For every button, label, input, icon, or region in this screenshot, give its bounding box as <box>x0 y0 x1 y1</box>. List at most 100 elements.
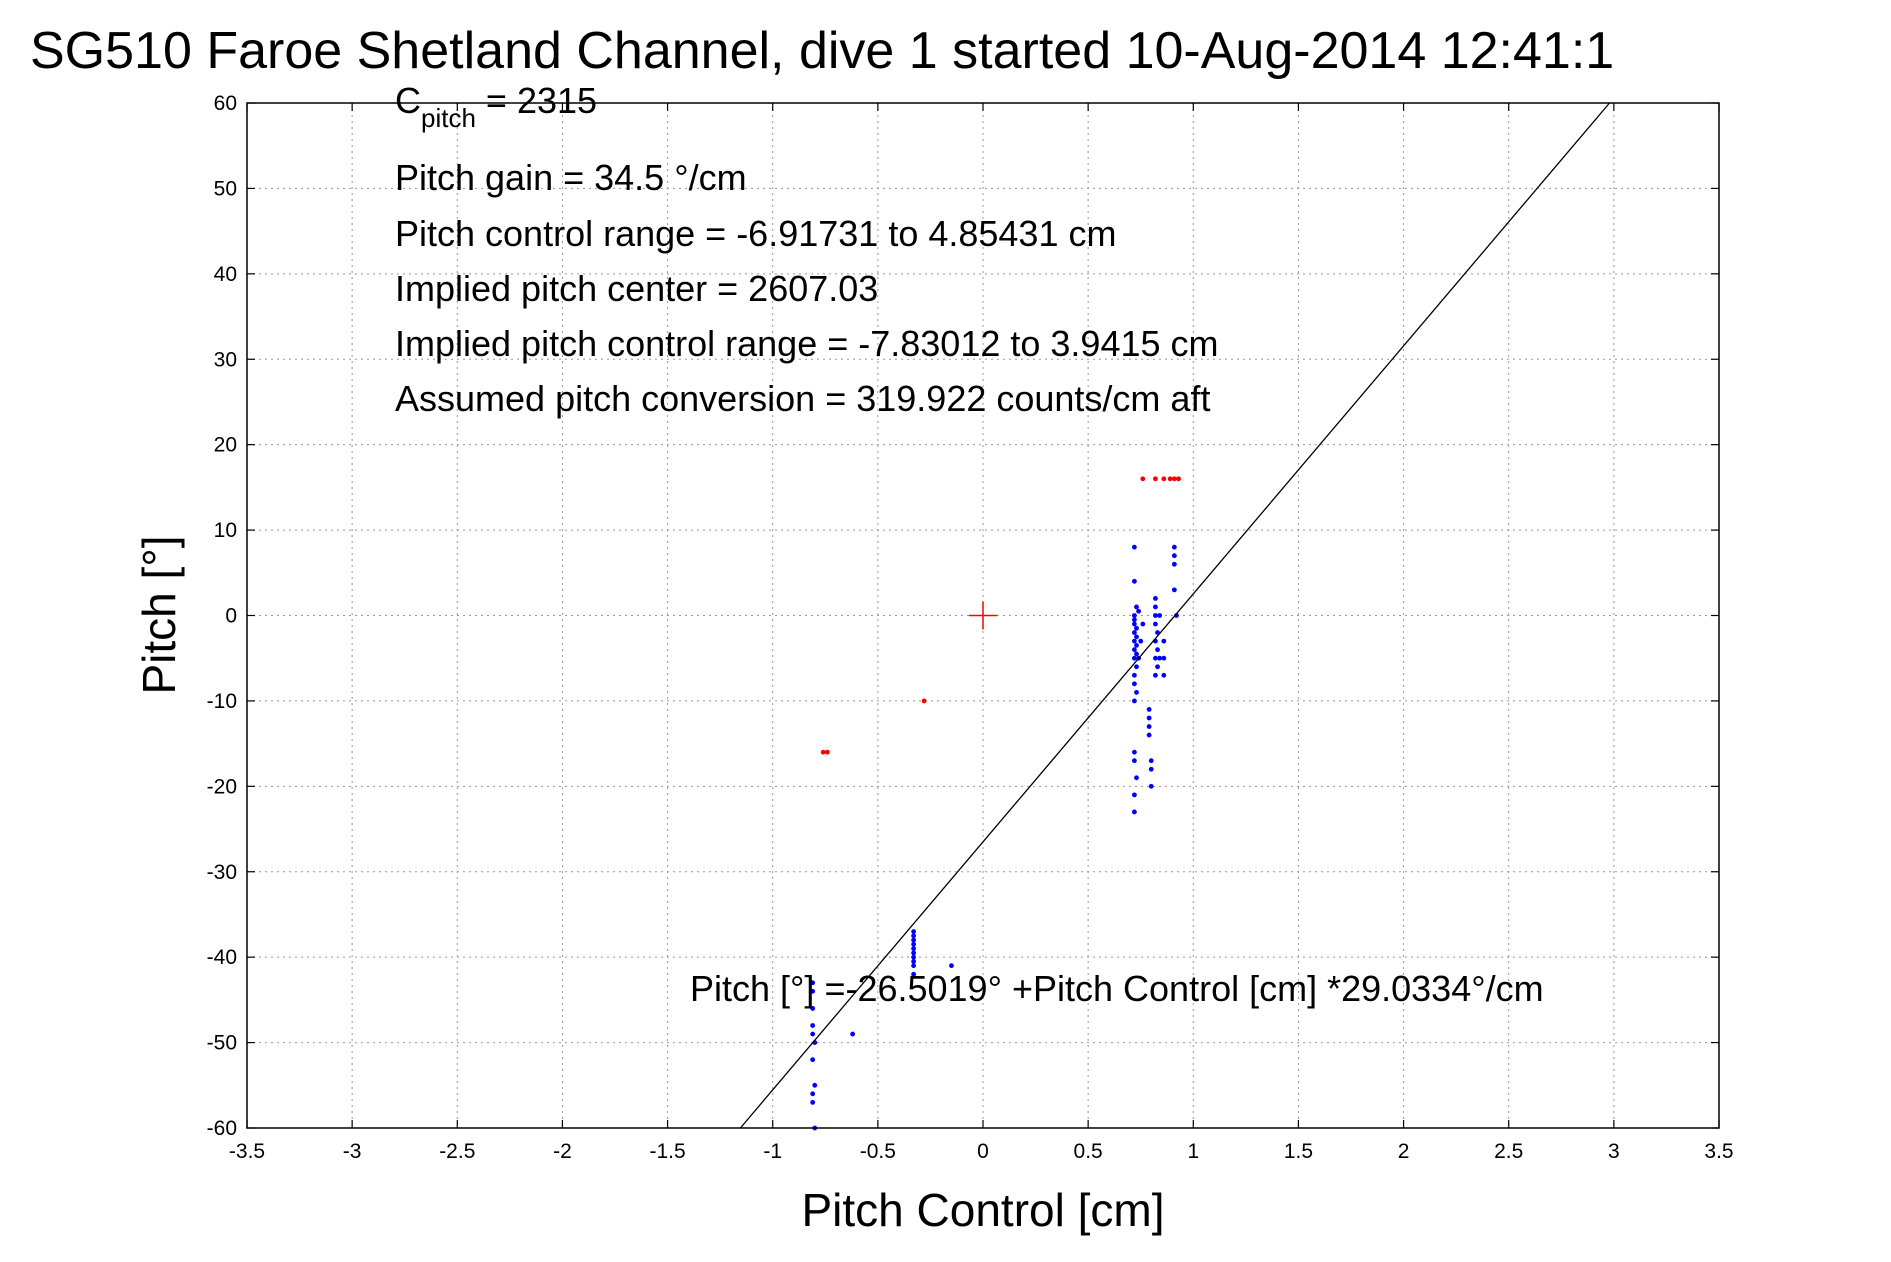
data-point-blue <box>1153 621 1158 627</box>
fit-line-group <box>739 102 1611 1129</box>
data-point-red <box>820 749 826 755</box>
data-point-blue <box>1132 681 1137 687</box>
data-point-blue <box>1148 783 1154 789</box>
c-pitch-annotation: Cpitch = 2315 <box>395 80 597 133</box>
data-point-red <box>1140 476 1146 482</box>
data-point-blue <box>911 946 917 952</box>
data-point-blue <box>1157 655 1163 661</box>
data-point-blue <box>1132 792 1137 798</box>
data-point-blue <box>1161 672 1167 678</box>
data-point-blue <box>810 1057 816 1063</box>
data-point-blue <box>1132 749 1137 755</box>
data-point-blue <box>1134 689 1139 695</box>
pitch-gain-annotation: Pitch gain = 34.5 °/cm <box>395 157 747 198</box>
y-tick-label: -30 <box>207 861 237 884</box>
data-point-blue <box>810 1006 816 1011</box>
data-point-blue <box>1153 604 1158 610</box>
data-point-blue <box>1134 634 1139 640</box>
x-tick-label: 1.5 <box>1284 1140 1313 1163</box>
data-point-blue <box>1153 655 1158 661</box>
data-point-blue <box>1132 638 1137 644</box>
x-tick-label: -1.5 <box>649 1140 685 1163</box>
x-tick-label: 2 <box>1398 1140 1410 1163</box>
data-point-blue <box>1148 766 1154 772</box>
x-tick-label: -3 <box>343 1140 362 1163</box>
y-tick-label: -10 <box>207 690 237 713</box>
data-point-blue <box>1171 553 1177 559</box>
data-point-blue <box>911 954 917 960</box>
data-point-blue <box>850 1031 856 1037</box>
data-point-blue <box>1134 604 1139 610</box>
data-point-blue <box>911 971 917 977</box>
x-axis-ticks: -3.5 -3 -2.5 -2 -1.5 -1 -0.5 0 0.5 1 1.5 2 2.5 3 3.5 <box>229 103 1734 1163</box>
data-point-blue <box>1132 621 1137 627</box>
y-axis-ticks: 60 50 40 30 20 10 0 -10 -20 -30 -40 -50 -60 <box>207 92 1719 1140</box>
x-tick-label: 2.5 <box>1494 1140 1523 1163</box>
data-point-blue <box>1132 655 1137 661</box>
data-point-blue <box>1132 698 1137 704</box>
data-point-blue <box>1171 544 1177 550</box>
data-point-blue <box>1132 613 1137 618</box>
x-tick-label: 3.5 <box>1704 1140 1733 1163</box>
x-tick-label: -0.5 <box>860 1140 896 1163</box>
data-point-blue <box>1146 732 1152 738</box>
data-point-blue <box>911 933 917 939</box>
data-point-red <box>1167 476 1173 482</box>
data-point-blue <box>911 963 917 969</box>
data-point-blue <box>1171 561 1177 567</box>
data-point-blue <box>1148 758 1154 764</box>
data-point-blue <box>1134 625 1139 631</box>
y-tick-label: 30 <box>214 348 237 371</box>
data-point-blue <box>911 950 917 956</box>
data-point-blue <box>949 963 954 969</box>
data-point-blue <box>911 941 917 947</box>
data-point-red <box>1176 476 1181 482</box>
data-point-red <box>1161 476 1167 482</box>
data-point-blue <box>810 1023 816 1028</box>
c-pitch-symbol: C <box>395 80 421 121</box>
x-tick-label: 0.5 <box>1074 1140 1103 1163</box>
center-marker <box>969 601 997 630</box>
y-tick-label: 20 <box>214 434 237 457</box>
data-point-blue <box>810 1031 816 1037</box>
data-point-blue <box>1153 596 1158 601</box>
y-tick-label: 50 <box>214 177 237 200</box>
implied-pitch-range-annotation: Implied pitch control range = -7.83012 t… <box>395 323 1219 364</box>
x-tick-label: 3 <box>1608 1140 1620 1163</box>
data-point-blue <box>810 980 816 986</box>
data-point-blue <box>1132 758 1137 764</box>
pitch-control-range-annotation: Pitch control range = -6.91731 to 4.8543… <box>395 213 1116 254</box>
data-point-blue <box>1134 775 1139 781</box>
x-tick-label: -2.5 <box>439 1140 475 1163</box>
data-point-blue <box>1153 672 1158 678</box>
data-point-blue <box>1132 578 1137 584</box>
chart-title: SG510 Faroe Shetland Channel, dive 1 sta… <box>30 22 1614 80</box>
data-point-blue <box>1132 809 1137 815</box>
x-tick-label: -2 <box>553 1140 572 1163</box>
data-point-blue <box>1146 715 1152 721</box>
data-point-blue <box>1132 647 1137 653</box>
data-point-blue <box>810 1099 816 1105</box>
assumed-conversion-annotation: Assumed pitch conversion = 319.922 count… <box>395 378 1210 419</box>
data-point-blue <box>1146 724 1152 729</box>
x-axis-label: Pitch Control [cm] <box>802 1184 1165 1236</box>
data-point-blue <box>1153 613 1158 618</box>
c-pitch-subscript: pitch <box>421 103 476 133</box>
data-point-blue <box>1161 638 1167 644</box>
data-point-blue <box>1132 617 1137 623</box>
data-point-blue <box>1155 647 1160 653</box>
x-tick-label: -1 <box>763 1140 782 1163</box>
data-point-blue <box>911 959 917 964</box>
y-tick-label: -20 <box>207 775 237 798</box>
y-tick-label: -40 <box>207 946 237 969</box>
data-point-blue <box>1134 664 1139 670</box>
data-point-blue <box>1157 613 1163 618</box>
data-point-blue <box>911 937 917 943</box>
data-points <box>810 476 1181 1131</box>
data-point-blue <box>1134 642 1139 648</box>
data-point-blue <box>1171 587 1177 593</box>
data-point-blue <box>911 929 917 934</box>
x-tick-label: 1 <box>1187 1140 1199 1163</box>
y-axis-label: Pitch [°] <box>133 535 185 694</box>
